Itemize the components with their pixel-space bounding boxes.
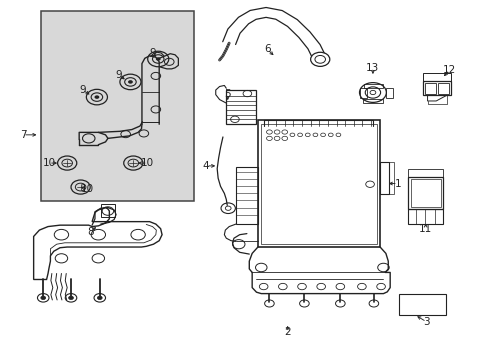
Bar: [41, 11, 194, 201]
Text: 11: 11: [418, 224, 431, 234]
Text: 3: 3: [423, 317, 429, 327]
Circle shape: [128, 80, 133, 84]
Bar: [379, 162, 388, 194]
Text: 1: 1: [394, 179, 400, 189]
Circle shape: [156, 57, 160, 61]
Bar: [407, 209, 442, 224]
Bar: [410, 179, 440, 207]
Bar: [398, 294, 445, 315]
Circle shape: [68, 296, 73, 300]
Bar: [407, 170, 442, 177]
Text: 13: 13: [366, 63, 379, 73]
Text: 9: 9: [149, 48, 156, 58]
Bar: [363, 99, 383, 103]
Bar: [437, 83, 448, 94]
Circle shape: [41, 296, 45, 300]
Bar: [424, 83, 435, 94]
Bar: [407, 177, 442, 209]
Text: 6: 6: [264, 45, 270, 54]
Bar: [260, 123, 376, 244]
Bar: [386, 88, 392, 98]
Text: 8: 8: [87, 227, 93, 237]
Bar: [226, 90, 256, 123]
Text: 9: 9: [115, 70, 122, 80]
Text: 5: 5: [224, 89, 230, 99]
Circle shape: [97, 296, 102, 300]
Bar: [422, 73, 449, 81]
Text: 12: 12: [442, 65, 455, 75]
Bar: [422, 81, 449, 95]
Bar: [235, 167, 257, 224]
Bar: [101, 204, 115, 217]
Bar: [379, 162, 393, 194]
Text: 10: 10: [42, 158, 56, 168]
Bar: [364, 84, 382, 88]
Text: 4: 4: [203, 161, 209, 171]
Circle shape: [94, 95, 99, 99]
Bar: [360, 88, 366, 98]
Text: 10: 10: [81, 184, 94, 194]
Text: 2: 2: [284, 327, 290, 337]
Bar: [257, 120, 379, 247]
Text: 9: 9: [79, 85, 86, 95]
Text: 7: 7: [20, 130, 26, 140]
Text: 10: 10: [141, 158, 154, 168]
Circle shape: [310, 52, 329, 66]
